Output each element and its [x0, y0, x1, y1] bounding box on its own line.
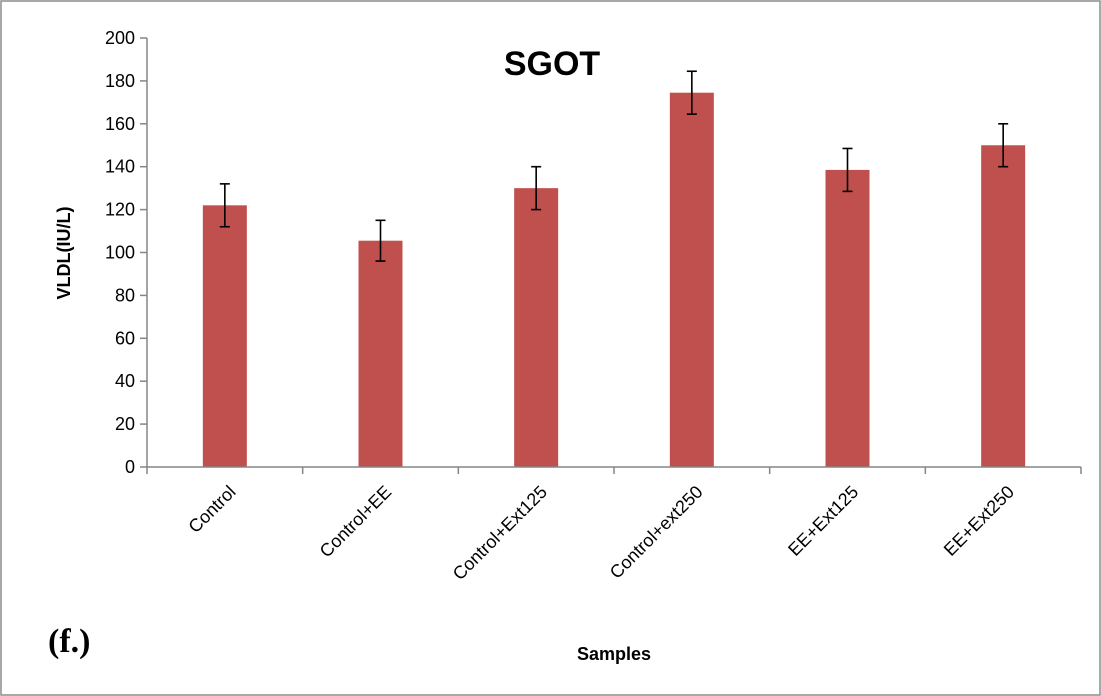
bar: [359, 241, 403, 467]
y-tick-label: 20: [115, 414, 135, 434]
y-tick-label: 200: [105, 28, 135, 48]
y-tick-label: 140: [105, 157, 135, 177]
y-tick-label: 160: [105, 114, 135, 134]
y-tick-label: 60: [115, 328, 135, 348]
y-tick-label: 40: [115, 371, 135, 391]
panel-label: (f.): [48, 623, 90, 660]
y-tick-label: 100: [105, 243, 135, 263]
y-tick-label: 0: [125, 457, 135, 477]
y-tick-label: 80: [115, 285, 135, 305]
y-tick-label: 180: [105, 71, 135, 91]
chart-title: SGOT: [504, 45, 601, 83]
y-axis-title: VLDL(IU/L): [54, 207, 74, 300]
bar: [981, 145, 1025, 467]
x-axis-title: Samples: [577, 644, 651, 664]
bar: [826, 170, 870, 467]
y-tick-label: 120: [105, 200, 135, 220]
bar: [514, 188, 558, 467]
bar: [670, 93, 714, 467]
bar: [203, 205, 247, 467]
